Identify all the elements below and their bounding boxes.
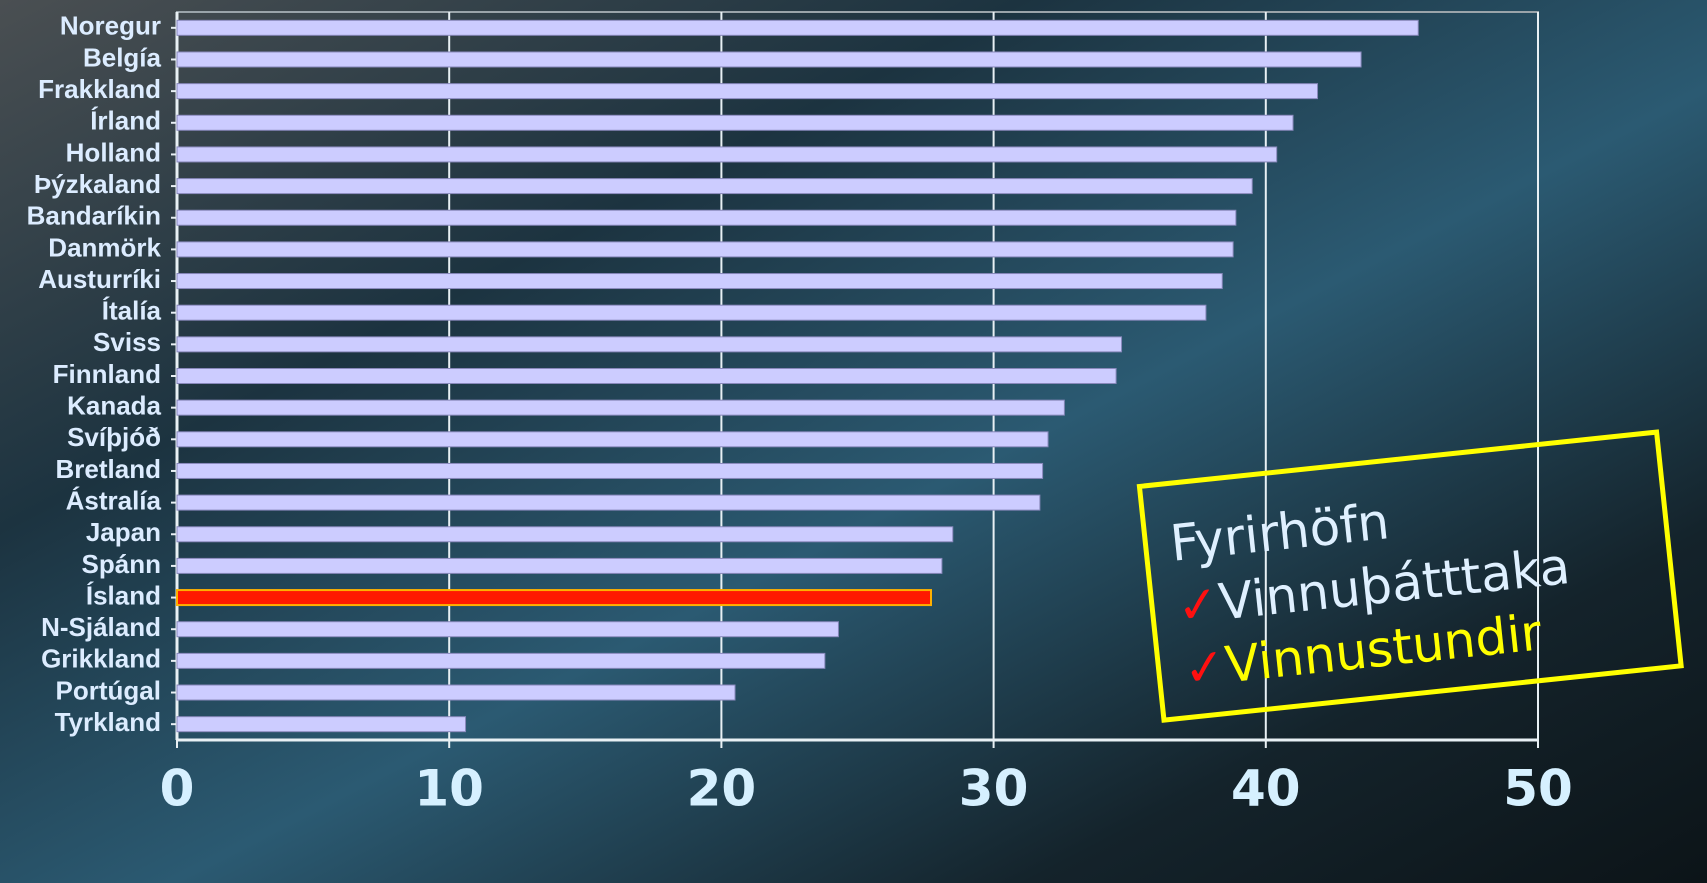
x-tick-label: 40 — [1231, 760, 1301, 818]
bar — [176, 209, 1237, 226]
x-tick-label: 50 — [1503, 760, 1573, 818]
bar — [176, 146, 1278, 163]
y-tick-label: Tyrkland — [55, 707, 161, 737]
bar — [176, 431, 1049, 448]
bar — [176, 336, 1123, 353]
annotation-border — [1136, 429, 1684, 723]
bar — [176, 19, 1419, 36]
y-tick-label: Grikkland — [41, 644, 161, 674]
bar — [176, 368, 1117, 384]
y-tick-label: Bretland — [56, 454, 161, 484]
y-tick-label: Portúgal — [56, 675, 161, 705]
bar — [176, 684, 736, 701]
y-tick-label: Ástralía — [66, 485, 162, 515]
x-tick-label: 30 — [959, 760, 1029, 818]
y-tick-label: Þýzkaland — [34, 169, 161, 199]
bar — [176, 462, 1044, 479]
y-tick-label: Svíþjóð — [67, 422, 161, 452]
bar — [176, 83, 1319, 100]
bar — [176, 241, 1234, 258]
y-tick-label: Frakkland — [38, 74, 161, 104]
plot-area: 0 10 20 30 40 50 NoregurBelgíaFrakklandÍrlandH… — [27, 11, 1573, 818]
y-tick-label: Belgía — [83, 42, 162, 72]
bar — [176, 114, 1294, 131]
bar — [176, 273, 1223, 290]
bar — [176, 589, 932, 607]
bar — [176, 652, 826, 669]
bar — [176, 494, 1041, 511]
y-tick-label: Ítalía — [102, 296, 162, 326]
y-tick-label: Finnland — [53, 359, 161, 389]
bar — [176, 526, 954, 543]
y-tick-label: Írland — [90, 106, 161, 136]
y-tick-label: Japan — [86, 517, 161, 547]
y-tick-label: N-Sjáland — [41, 612, 161, 642]
bar — [176, 557, 943, 574]
y-tick-label: Danmörk — [48, 232, 161, 262]
x-tick-label: 0 — [160, 760, 195, 818]
bar — [176, 178, 1253, 195]
y-tick-label: Holland — [66, 137, 161, 167]
bar — [176, 621, 839, 638]
x-tick-label: 20 — [687, 760, 757, 818]
bar — [176, 51, 1362, 68]
y-tick-label: Sviss — [93, 327, 161, 357]
x-tick-label: 10 — [414, 760, 484, 818]
y-tick-label: Spánn — [82, 549, 161, 579]
bar — [176, 399, 1065, 416]
bar — [176, 304, 1207, 321]
y-tick-label: Noregur — [60, 11, 161, 41]
bar — [176, 716, 467, 733]
y-tick-label: Ísland — [86, 580, 161, 610]
y-tick-label: Austurríki — [38, 264, 161, 294]
y-tick-label: Kanada — [67, 391, 161, 421]
y-tick-label: Bandaríkin — [27, 201, 161, 231]
